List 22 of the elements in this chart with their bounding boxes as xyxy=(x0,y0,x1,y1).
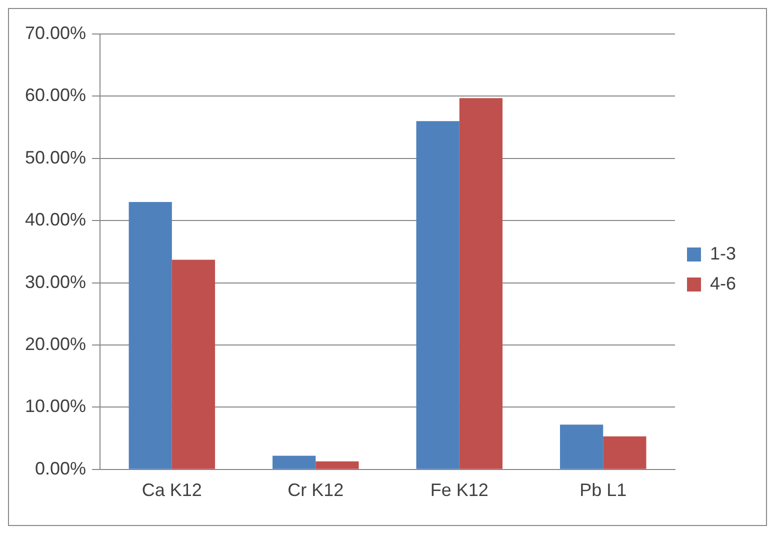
legend-label: 4-6 xyxy=(710,273,736,294)
y-tick-label: 70.00% xyxy=(24,22,86,43)
bar xyxy=(128,202,172,469)
bar xyxy=(416,121,460,469)
x-tick-label: Ca K12 xyxy=(142,480,202,500)
bar xyxy=(316,461,359,469)
bar xyxy=(603,436,646,469)
bar xyxy=(459,98,503,469)
y-tick-label: 60.00% xyxy=(24,85,86,106)
y-tick-label: 50.00% xyxy=(24,147,86,168)
y-tick-label: 0.00% xyxy=(35,458,86,478)
y-tick-label: 10.00% xyxy=(24,396,86,416)
x-tick-label: Fe K12 xyxy=(430,480,488,500)
bar xyxy=(560,424,604,469)
y-tick-label: 30.00% xyxy=(24,272,86,292)
y-tick-label: 40.00% xyxy=(24,210,86,230)
bar xyxy=(272,456,316,469)
legend-label: 1-3 xyxy=(710,243,736,264)
x-tick-label: Pb L1 xyxy=(580,480,627,500)
bar xyxy=(172,260,216,469)
x-tick-label: Cr K12 xyxy=(288,480,344,500)
y-tick-label: 20.00% xyxy=(24,334,86,354)
